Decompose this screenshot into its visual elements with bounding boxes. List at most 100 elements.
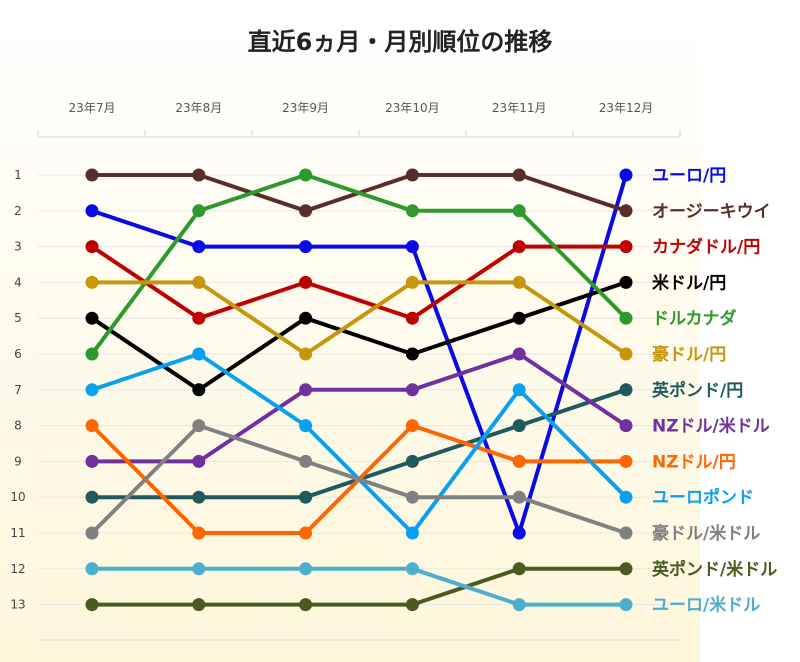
data-point	[512, 275, 526, 289]
series-end-label: NZドル/円	[652, 452, 736, 472]
data-point	[192, 383, 206, 397]
x-tick-label: 23年7月	[69, 101, 116, 115]
data-point	[405, 490, 419, 504]
series-end-label: ユーロ/米ドル	[652, 595, 760, 616]
data-point	[192, 204, 206, 218]
data-point	[512, 240, 526, 254]
series-line	[90, 566, 628, 607]
data-point	[512, 168, 526, 182]
data-point	[405, 562, 419, 576]
data-point	[85, 419, 99, 433]
data-point	[405, 383, 419, 397]
series-end-label: カナダドル/円	[652, 237, 760, 258]
data-point	[192, 168, 206, 182]
x-tick-label: 23年10月	[385, 101, 440, 115]
x-tick-label: 23年11月	[492, 101, 547, 115]
chart-title: 直近6ヵ月・月別順位の推移	[247, 28, 553, 56]
data-point	[512, 526, 526, 540]
data-point	[85, 204, 99, 218]
series-end-label: 英ポンド/円	[652, 380, 743, 401]
data-point	[192, 526, 206, 540]
data-point	[405, 168, 419, 182]
data-point	[192, 240, 206, 254]
data-point	[299, 383, 313, 397]
data-point	[299, 598, 313, 612]
x-tick-label: 23年12月	[599, 101, 654, 115]
data-point	[192, 598, 206, 612]
series-end-label: オージーキウイ	[652, 202, 771, 222]
data-point	[405, 419, 419, 433]
data-point	[85, 454, 99, 468]
y-tick-label: 13	[10, 598, 25, 612]
data-point	[512, 204, 526, 218]
data-point	[619, 419, 633, 433]
data-point	[299, 275, 313, 289]
y-tick-label: 3	[14, 240, 22, 254]
data-point	[619, 454, 633, 468]
series-line	[90, 280, 628, 392]
data-point	[192, 311, 206, 325]
data-point	[619, 562, 633, 576]
data-point	[619, 275, 633, 289]
series-end-label: ユーロ/円	[652, 166, 726, 186]
data-point	[619, 598, 633, 612]
data-point	[85, 526, 99, 540]
y-tick-label: 10	[10, 490, 25, 504]
data-point	[299, 490, 313, 504]
data-point	[405, 454, 419, 468]
data-point	[405, 526, 419, 540]
x-tick-label: 23年8月	[175, 101, 222, 115]
data-point	[85, 490, 99, 504]
data-point	[619, 240, 633, 254]
data-point	[619, 347, 633, 361]
data-point	[85, 347, 99, 361]
y-tick-label: 5	[14, 311, 22, 325]
data-point	[85, 383, 99, 397]
y-tick-label: 2	[14, 204, 22, 218]
series-line	[90, 173, 628, 535]
series-line	[90, 280, 628, 356]
series-end-label: 豪ドル/米ドル	[652, 523, 760, 544]
data-point	[299, 311, 313, 325]
data-point	[192, 347, 206, 361]
x-tick-label: 23年9月	[282, 101, 329, 115]
series-end-label: 英ポンド/米ドル	[652, 559, 777, 580]
data-point	[192, 275, 206, 289]
data-point	[299, 419, 313, 433]
y-tick-label: 11	[10, 526, 25, 540]
data-point	[85, 311, 99, 325]
y-tick-label: 1	[14, 168, 22, 182]
data-point	[299, 526, 313, 540]
data-point	[299, 562, 313, 576]
series-line	[90, 566, 628, 607]
data-point	[405, 347, 419, 361]
data-point	[512, 454, 526, 468]
data-point	[619, 383, 633, 397]
data-point	[405, 204, 419, 218]
y-tick-label: 8	[14, 419, 22, 433]
data-point	[512, 598, 526, 612]
y-tick-label: 6	[14, 347, 22, 361]
data-point	[85, 275, 99, 289]
data-point	[405, 598, 419, 612]
data-point	[299, 454, 313, 468]
data-point	[299, 347, 313, 361]
series-end-label: 豪ドル/円	[652, 344, 726, 365]
y-tick-label: 9	[14, 454, 22, 468]
data-point	[192, 419, 206, 433]
data-point	[85, 240, 99, 254]
series-end-label: ドルカナダ	[652, 308, 737, 329]
data-point	[299, 168, 313, 182]
data-point	[405, 240, 419, 254]
series-line	[90, 244, 628, 321]
data-point	[192, 562, 206, 576]
data-point	[512, 419, 526, 433]
data-point	[405, 275, 419, 289]
data-point	[512, 490, 526, 504]
y-tick-label: 12	[10, 562, 25, 576]
data-point	[619, 168, 633, 182]
series-line	[90, 352, 628, 464]
data-point	[85, 598, 99, 612]
